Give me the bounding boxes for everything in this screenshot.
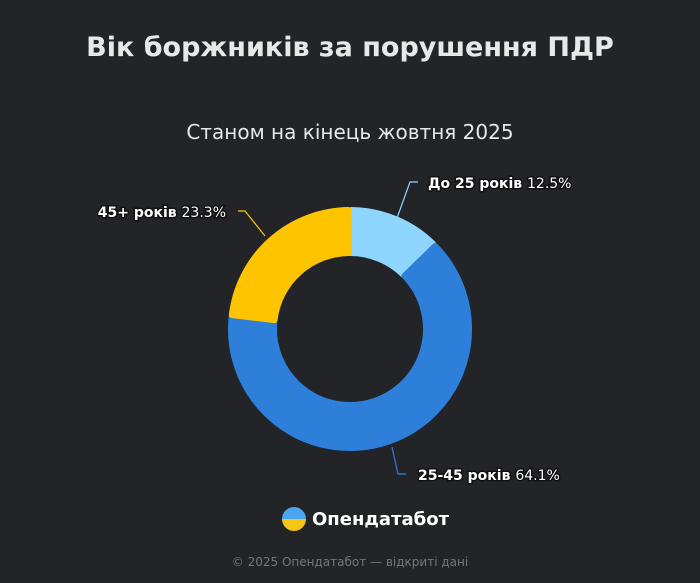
- leader-line: [391, 446, 406, 475]
- leader-line: [238, 210, 266, 237]
- slice-label: 45+ років: [98, 205, 182, 221]
- opendatabot-logo-icon: [282, 507, 306, 531]
- footer: © 2025 Опендатабот — відкриті дані: [231, 555, 469, 569]
- data-label: До 25 років 12.5%: [428, 176, 571, 192]
- brand-name: Опендатабот: [312, 508, 450, 530]
- slice-value: 23.3%: [182, 205, 226, 221]
- slice-label: 25-45 років: [418, 468, 515, 484]
- slice-label: До 25 років: [428, 176, 527, 192]
- donut-slice[interactable]: [228, 207, 353, 324]
- chart-subtitle: Станом на кінець жовтня 2025: [186, 120, 514, 144]
- chart-title: Вік боржників за порушення ПДР: [86, 32, 614, 63]
- donut-slice[interactable]: [228, 242, 472, 451]
- data-label: 25-45 років 64.1%: [418, 468, 560, 484]
- slice-value: 64.1%: [515, 468, 559, 484]
- data-label: 45+ років 23.3%: [98, 205, 226, 221]
- brand: Опендатабот: [282, 507, 449, 531]
- leader-line: [396, 181, 418, 219]
- slice-value: 12.5%: [527, 176, 571, 192]
